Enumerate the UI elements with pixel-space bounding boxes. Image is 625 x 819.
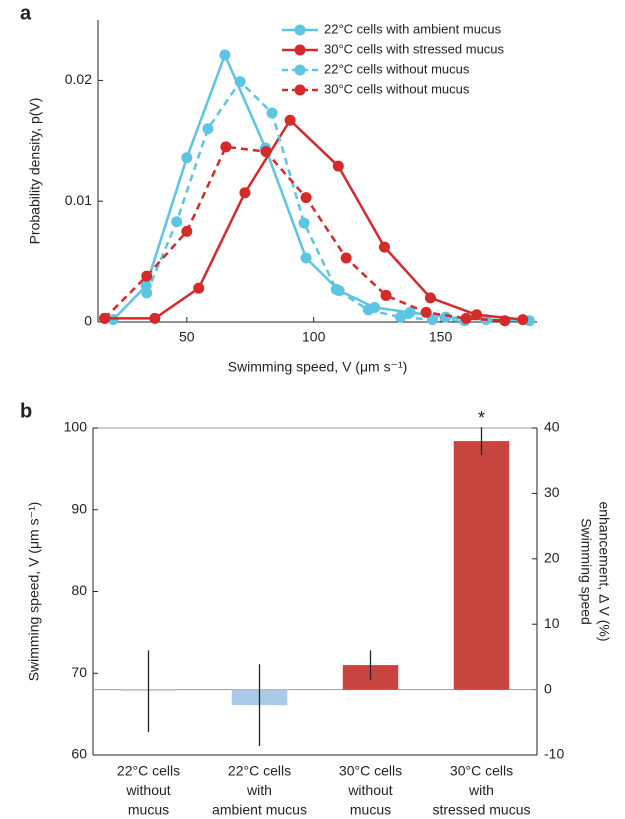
series-line: [112, 51, 530, 323]
data-point: [99, 312, 111, 324]
annotation: *: [478, 408, 485, 428]
data-point: [141, 270, 153, 282]
y-tick-label: 100: [64, 419, 88, 435]
y2-tick-label: 20: [544, 550, 560, 566]
data-point: [499, 315, 511, 327]
x-tick-label: with: [468, 782, 494, 798]
data-point: [332, 160, 344, 172]
series-line: [103, 145, 505, 323]
y2-tick-label: 40: [544, 419, 560, 435]
y2-axis-label: enhancement, Δ V (%): [596, 501, 612, 641]
bar: [453, 441, 510, 690]
panel-label: a: [20, 2, 32, 24]
data-point: [239, 187, 251, 199]
x-tick-label: ambient mucus: [212, 802, 307, 818]
x-tick-label: 30°C cells: [339, 763, 402, 779]
data-point: [300, 192, 312, 204]
x-tick-label: without: [347, 782, 392, 798]
y2-tick-label: 10: [544, 615, 560, 631]
y-tick-label: 90: [71, 500, 87, 516]
x-tick-label: 100: [302, 329, 326, 345]
data-point: [394, 311, 406, 323]
y-tick-label: 60: [71, 746, 87, 762]
legend-marker: [294, 64, 306, 76]
data-point: [181, 152, 193, 164]
data-point: [266, 107, 278, 119]
x-tick-label: without: [125, 782, 170, 798]
y-tick-label: 0: [84, 313, 92, 329]
data-point: [234, 76, 246, 88]
data-point: [330, 283, 342, 295]
y-tick-label: 0.01: [65, 192, 92, 208]
data-point: [171, 216, 183, 228]
x-tick-label: mucus: [350, 802, 391, 818]
data-point: [202, 123, 214, 135]
legend-marker: [294, 44, 306, 56]
data-point: [378, 241, 390, 253]
data-point: [284, 114, 296, 126]
legend-label: 30°C cells without mucus: [324, 81, 470, 96]
data-point: [181, 225, 193, 237]
legend-marker: [294, 24, 306, 36]
y-tick-label: 70: [71, 664, 87, 680]
data-point: [424, 292, 436, 304]
data-point: [517, 314, 529, 326]
data-point: [298, 217, 310, 229]
y2-tick-label: 0: [544, 680, 552, 696]
data-point: [193, 282, 205, 294]
data-point: [362, 304, 374, 316]
data-point: [426, 314, 438, 326]
x-tick-label: 22°C cells: [117, 763, 180, 779]
x-tick-label: 22°C cells: [228, 763, 291, 779]
data-point: [300, 252, 312, 264]
y-axis-label: Swimming speed, V (μm s⁻¹): [26, 502, 42, 682]
data-point: [220, 141, 232, 153]
x-tick-label: with: [246, 782, 272, 798]
x-tick-label: stressed mucus: [432, 802, 530, 818]
x-axis-label: Swimming speed, V (μm s⁻¹): [228, 359, 408, 375]
x-tick-label: 50: [179, 329, 195, 345]
legend-label: 22°C cells with ambient mucus: [324, 21, 502, 36]
data-point: [471, 309, 483, 321]
legend-label: 30°C cells with stressed mucus: [324, 41, 505, 56]
x-tick-label: 30°C cells: [450, 763, 513, 779]
data-point: [404, 306, 416, 318]
data-point: [219, 49, 231, 61]
y2-axis-label: Swimming speed: [578, 518, 594, 625]
x-tick-label: 150: [429, 329, 453, 345]
data-point: [460, 312, 472, 324]
y2-tick-label: 30: [544, 484, 560, 500]
data-point: [380, 289, 392, 301]
y2-tick-label: -10: [544, 746, 564, 762]
data-point: [420, 306, 432, 318]
data-point: [141, 287, 153, 299]
data-point: [260, 146, 272, 158]
data-point: [149, 312, 161, 324]
panel-label: b: [20, 400, 32, 422]
y-tick-label: 80: [71, 582, 87, 598]
x-tick-label: mucus: [128, 802, 169, 818]
legend-marker: [294, 84, 306, 96]
data-point: [340, 252, 352, 264]
legend-label: 22°C cells without mucus: [324, 61, 470, 76]
series-line: [104, 118, 523, 321]
y-tick-label: 0.02: [65, 71, 92, 87]
y-axis-label: Probability density, p(V): [27, 98, 43, 245]
